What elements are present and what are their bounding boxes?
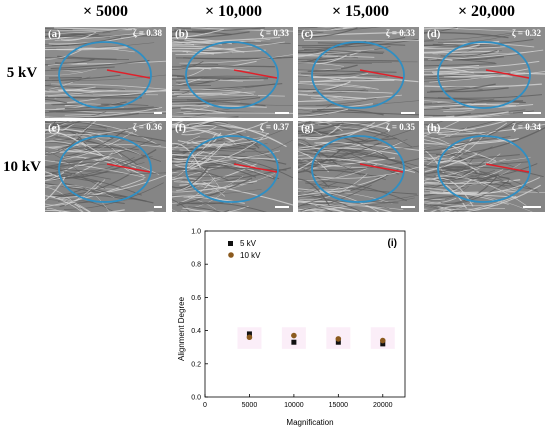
x-tick-label: 5000 xyxy=(242,402,258,409)
panel-label: (a) xyxy=(48,28,61,40)
selection-ellipse xyxy=(58,135,152,203)
data-point-5kv-20000 xyxy=(380,341,386,347)
scale-bar xyxy=(401,206,415,208)
scale-bar xyxy=(275,112,289,114)
selection-ellipse xyxy=(311,135,405,203)
panel-label: (b) xyxy=(175,28,189,40)
zeta-value: ζ = 0.35 xyxy=(385,122,415,132)
panel-label: (e) xyxy=(48,122,61,134)
alignment-direction-line xyxy=(359,163,404,173)
x-tick-label: 0 xyxy=(203,402,207,409)
sem-panel-f: (f) ζ = 0.37 xyxy=(172,121,293,212)
fiber-texture xyxy=(45,121,166,212)
fiber-texture xyxy=(172,27,293,118)
alignment-direction-line xyxy=(485,69,530,79)
scale-bar xyxy=(523,112,541,114)
data-point-5kv-10000 xyxy=(291,339,297,345)
selection-ellipse xyxy=(437,41,531,109)
alignment-direction-line xyxy=(359,69,404,79)
panel-label: (h) xyxy=(427,122,441,134)
y-tick-label: 1.0 xyxy=(191,229,201,236)
y-tick-label: 0.6 xyxy=(191,295,201,302)
sem-panel-d: (d) ζ = 0.32 xyxy=(424,27,545,118)
y-tick-label: 0.8 xyxy=(191,262,201,269)
scale-bar xyxy=(401,112,415,114)
fiber-texture xyxy=(424,27,545,118)
y-tick-label: 0.0 xyxy=(191,395,201,402)
data-point-5kv-15000 xyxy=(335,339,341,345)
y-tick-label: 0.4 xyxy=(191,328,201,335)
zeta-value: ζ = 0.38 xyxy=(132,28,162,38)
data-point-10kv-20000 xyxy=(379,337,386,344)
zeta-value: ζ = 0.36 xyxy=(132,122,162,132)
scale-bar xyxy=(154,206,162,208)
selection-ellipse xyxy=(311,41,405,109)
scale-bar xyxy=(275,206,289,208)
sem-panel-g: (g) ζ = 0.35 xyxy=(298,121,419,212)
sem-panel-h: (h) ζ = 0.34 xyxy=(424,121,545,212)
selection-ellipse xyxy=(58,41,152,109)
x-tick-label: 20000 xyxy=(373,402,393,409)
data-point-10kv-10000 xyxy=(291,332,297,339)
panel-label: (g) xyxy=(301,122,314,134)
x-tick-label: 15000 xyxy=(329,402,349,409)
scale-bar xyxy=(154,112,162,114)
zeta-value: ζ = 0.33 xyxy=(385,28,415,38)
panel-label: (d) xyxy=(427,28,441,40)
legend: 5 kV 10 kV xyxy=(228,239,261,260)
legend-marker-5kv xyxy=(228,241,233,246)
data-point-10kv-5000 xyxy=(246,334,253,341)
panel-label: (f) xyxy=(175,122,186,134)
fiber-texture xyxy=(172,121,293,212)
selection-ellipse xyxy=(185,135,279,203)
selection-ellipse xyxy=(437,135,531,203)
column-header-5000: × 5000 xyxy=(82,3,129,20)
fiber-texture xyxy=(298,121,419,212)
y-axis-title: Alignment Degree xyxy=(177,296,186,361)
column-header-20000: × 20,000 xyxy=(457,3,516,20)
y-tick-label: 0.2 xyxy=(191,361,201,368)
zeta-value: ζ = 0.34 xyxy=(511,122,541,132)
alignment-direction-line xyxy=(106,163,151,173)
column-header-15000: × 15,000 xyxy=(331,3,390,20)
sem-panel-a: (a) ζ = 0.38 xyxy=(45,27,166,118)
column-header-10000: × 10,000 xyxy=(204,3,263,20)
scale-bar xyxy=(523,206,541,208)
row-header-5kv: 5 kV xyxy=(6,65,38,81)
x-axis-title: Magnification xyxy=(286,418,333,427)
alignment-degree-chart: 0 5000 10000 15000 20000 0.0 0.2 0.4 0.6 0.8 1.0 M… xyxy=(177,229,406,427)
fiber-texture xyxy=(45,27,166,118)
selection-ellipse xyxy=(185,41,279,109)
fiber-texture xyxy=(424,121,545,212)
zeta-value: ζ = 0.37 xyxy=(259,122,289,132)
alignment-direction-line xyxy=(106,69,151,79)
alignment-direction-line xyxy=(233,163,278,173)
legend-label-5kv: 5 kV xyxy=(240,239,257,248)
data-point-10kv-15000 xyxy=(335,336,342,342)
sem-panel-c: (c) ζ = 0.33 xyxy=(298,27,419,118)
fiber-texture xyxy=(298,27,419,118)
zeta-value: ζ = 0.32 xyxy=(511,28,541,38)
row-header-10kv: 10 kV xyxy=(3,159,41,175)
chart-panel-label: (i) xyxy=(388,238,397,249)
zeta-value: ζ = 0.33 xyxy=(259,28,289,38)
alignment-direction-line xyxy=(485,163,530,173)
sem-panel-b: (b) ζ = 0.33 xyxy=(172,27,293,118)
alignment-direction-line xyxy=(233,69,278,79)
legend-label-10kv: 10 kV xyxy=(240,251,261,260)
sem-panel-e: (e) ζ = 0.36 xyxy=(45,121,166,212)
panel-label: (c) xyxy=(301,28,314,40)
data-point-5kv-5000 xyxy=(246,331,252,337)
x-tick-label: 10000 xyxy=(284,402,304,409)
plot-frame xyxy=(204,230,406,398)
legend-marker-10kv xyxy=(228,252,234,258)
